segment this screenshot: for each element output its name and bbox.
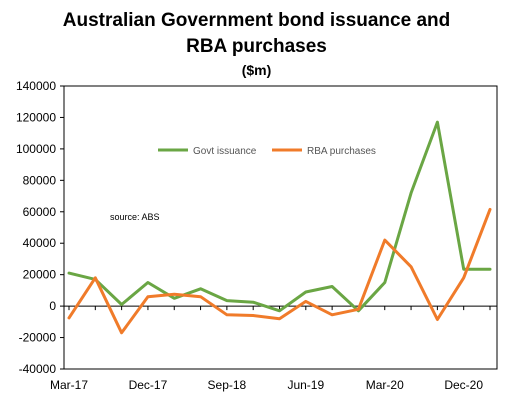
legend: Govt issuance RBA purchases: [158, 146, 376, 157]
y-tick-label: 120000: [16, 110, 56, 124]
plot-area-border: [63, 85, 498, 370]
series-line-rba-purchases: [67, 207, 492, 335]
y-tick-label: 100000: [16, 142, 56, 156]
legend-label: RBA purchases: [307, 146, 376, 157]
chart-title-line2: RBA purchases: [186, 36, 327, 57]
y-tick-label: 0: [49, 299, 56, 313]
source-annotation: source: ABS: [110, 212, 160, 222]
x-tick-label: Dec-20: [444, 378, 483, 392]
x-tick-label: Dec-17: [129, 378, 168, 392]
y-tick-label: -40000: [19, 362, 57, 376]
x-tick-label: Sep-18: [208, 378, 247, 392]
x-tick-label: Jun-19: [287, 378, 324, 392]
chart-subtitle: ($m): [241, 62, 272, 78]
chart-title: Australian Government bond issuance and: [62, 10, 451, 31]
y-tick-label: 80000: [23, 173, 57, 187]
y-tick-label: 20000: [23, 268, 57, 282]
legend-label: Govt issuance: [193, 146, 257, 157]
y-tick-label: 140000: [16, 79, 56, 93]
x-tick-label: Mar-20: [366, 378, 404, 392]
y-tick-label: 40000: [23, 236, 57, 250]
y-tick-label: -20000: [19, 331, 57, 345]
series-layer: [67, 120, 492, 335]
series-line-govt-issuance: [67, 120, 492, 313]
axes: -40000 -20000 0 20000 40000 60000 80000 100000 1…: [16, 79, 498, 392]
x-tick-label: Mar-17: [50, 378, 88, 392]
y-tick-label: 60000: [23, 205, 57, 219]
